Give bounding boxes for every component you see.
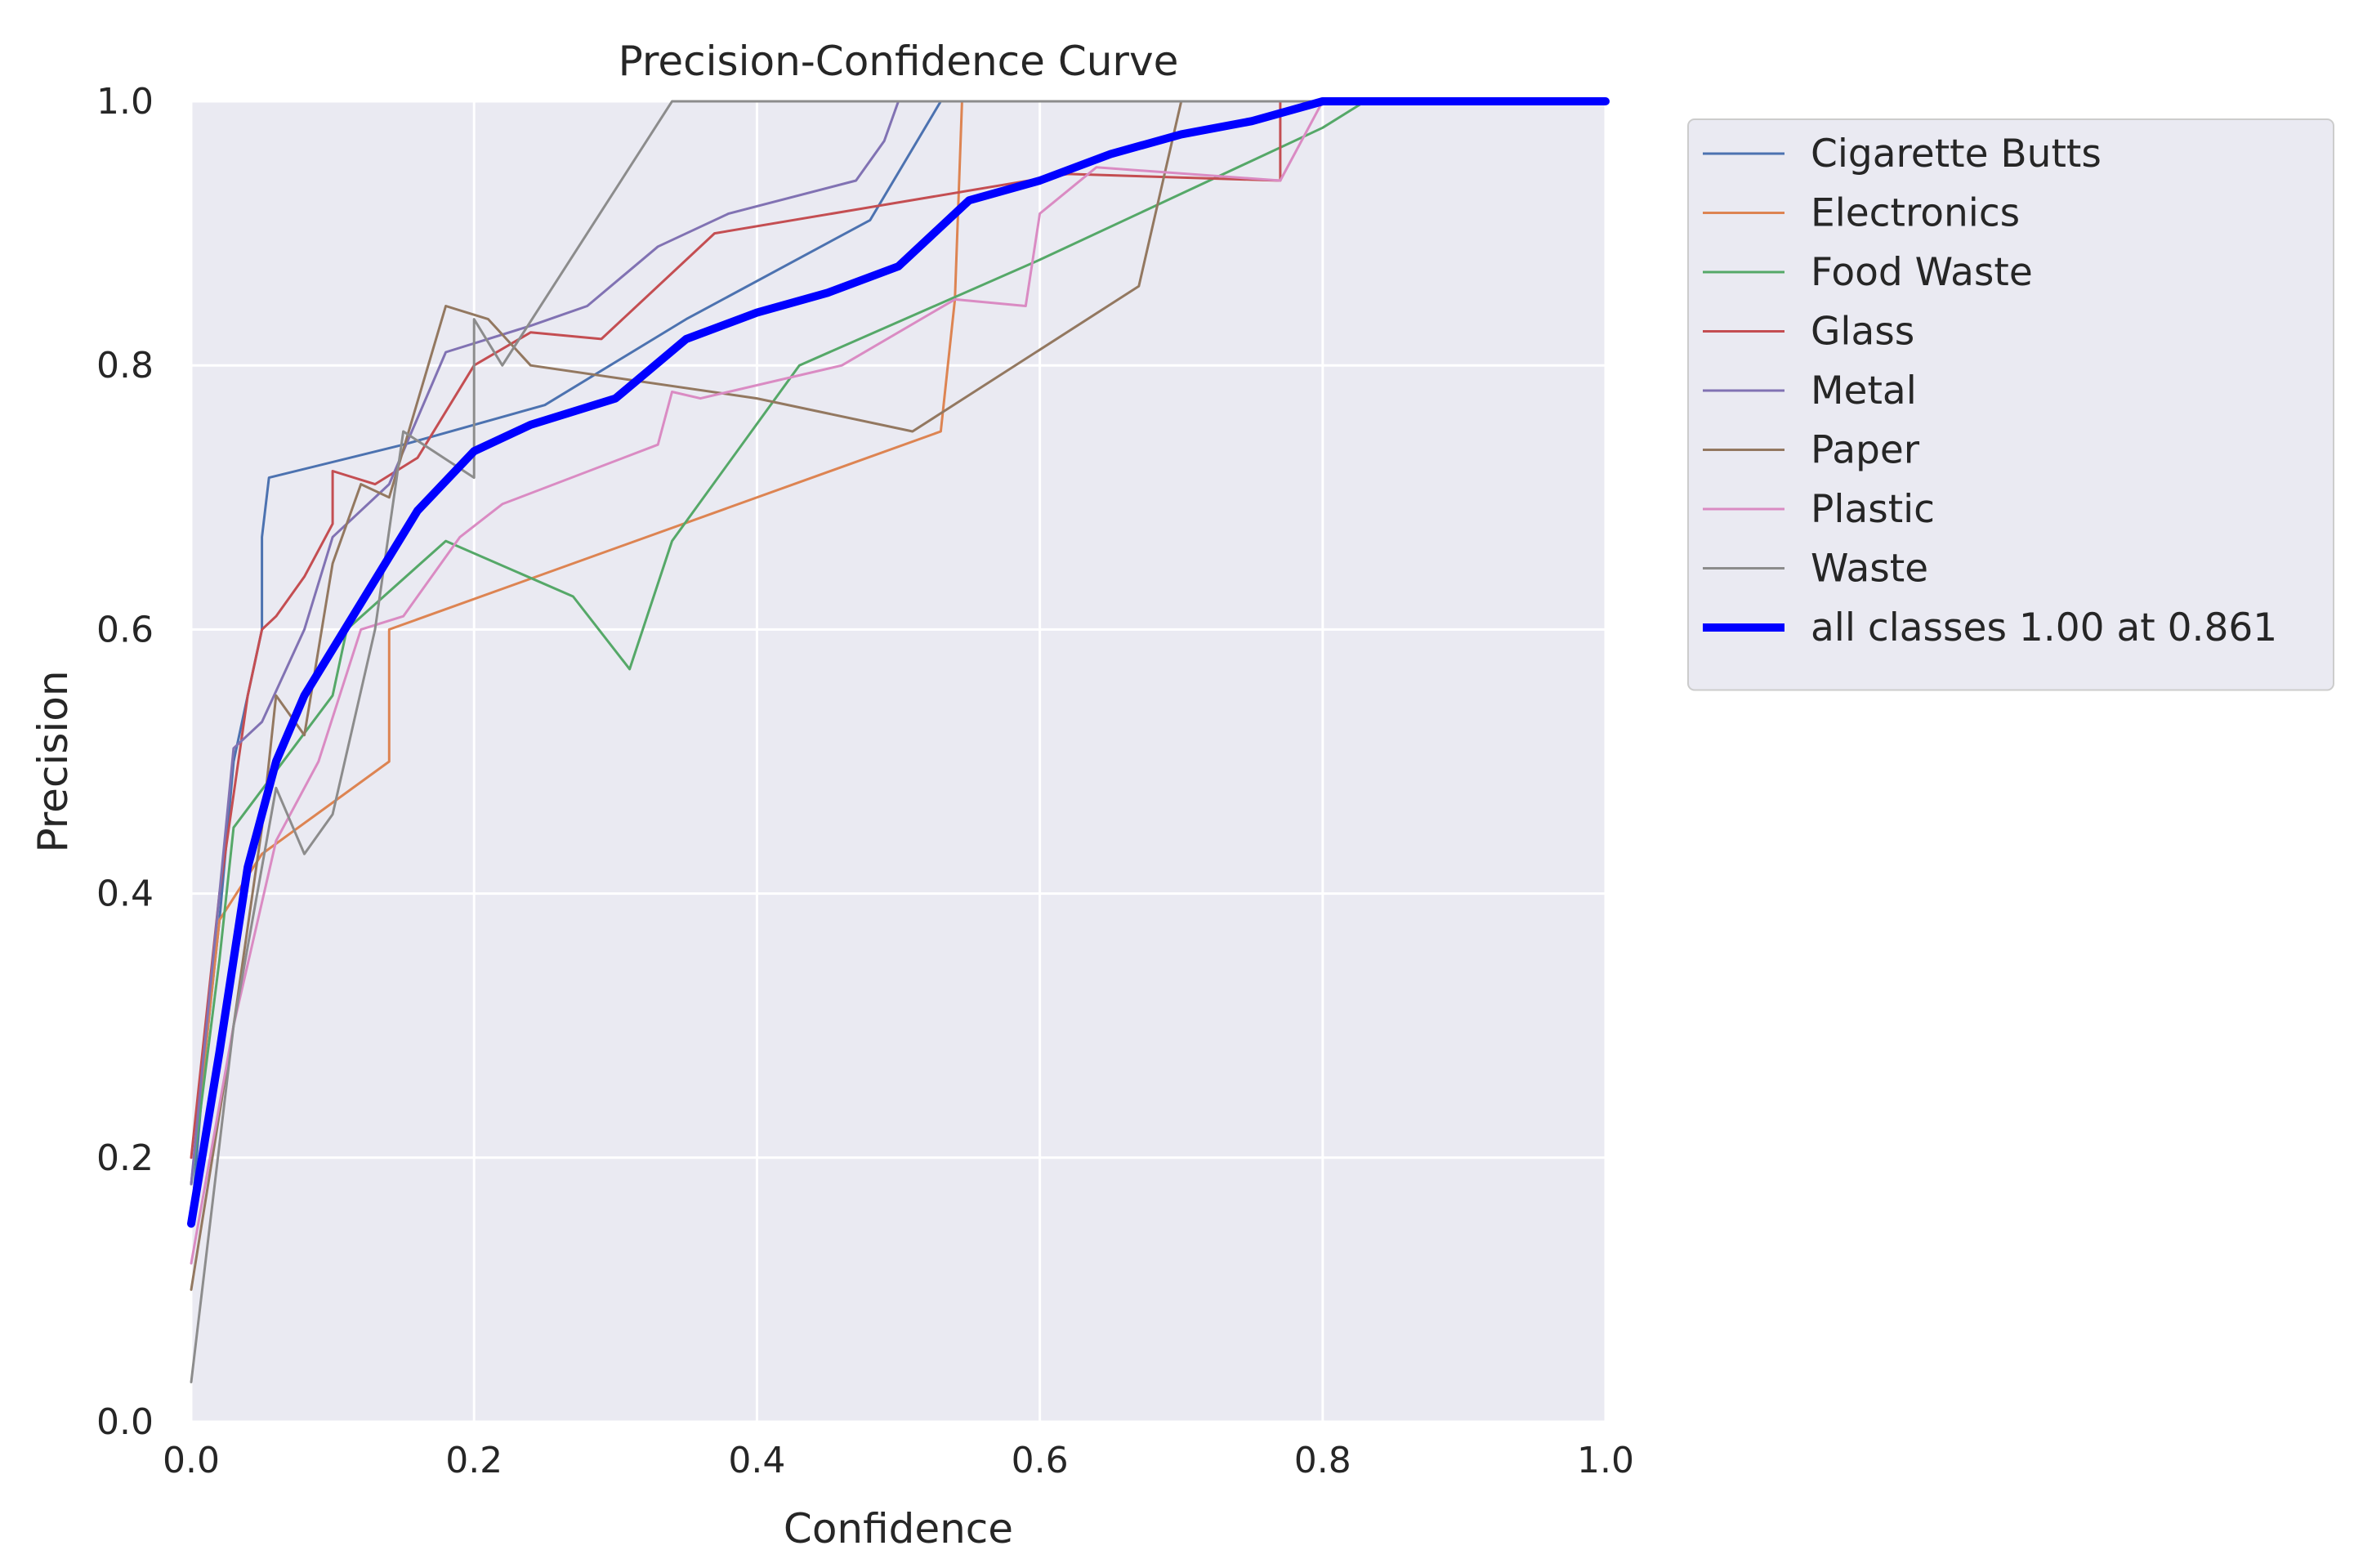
legend-label: all classes 1.00 at 0.861 xyxy=(1811,605,2277,650)
x-tick-label: 0.8 xyxy=(1294,1440,1351,1481)
series-line-electronics xyxy=(190,100,1607,1186)
series-line-waste xyxy=(190,100,1607,1383)
y-tick-label: 1.0 xyxy=(96,81,154,123)
y-tick-label: 0.0 xyxy=(96,1401,154,1443)
legend-label: Glass xyxy=(1811,310,1914,355)
legend: Cigarette Butts Electronics Food Waste Glas… xyxy=(1687,118,2334,691)
series-lines xyxy=(187,97,1610,1383)
legend-box xyxy=(1687,118,2334,691)
series-line-metal xyxy=(190,100,1607,1186)
tick-labels: 0.0 0.2 0.4 0.6 0.8 1.0 0.0 0.2 0.4 0.6 0.8 1.0 xyxy=(96,81,1634,1481)
legend-label: Electronics xyxy=(1811,191,2020,236)
x-tick-label: 0.6 xyxy=(1012,1440,1069,1481)
legend-label: Waste xyxy=(1811,547,1928,592)
series-line-plastic xyxy=(190,100,1607,1265)
series-line-paper xyxy=(190,100,1607,1291)
y-tick-label: 0.2 xyxy=(96,1137,154,1179)
y-tick-label: 0.6 xyxy=(96,609,154,650)
x-axis-label: Confidence xyxy=(784,1505,1013,1552)
y-tick-label: 0.8 xyxy=(96,345,154,386)
plot-area xyxy=(191,101,1606,1422)
legend-label: Metal xyxy=(1811,369,1917,413)
legend-label: Cigarette Butts xyxy=(1811,132,2102,176)
legend-label: Plastic xyxy=(1811,487,1935,532)
x-tick-label: 0.0 xyxy=(163,1440,220,1481)
legend-label: Food Waste xyxy=(1811,250,2033,295)
y-tick-label: 0.4 xyxy=(96,873,154,915)
series-line-all-classes-1-00-at-0-861 xyxy=(187,97,1610,1228)
series-line-cigarette-butts xyxy=(190,100,1607,1226)
series-line-food-waste xyxy=(190,100,1607,1186)
x-tick-label: 1.0 xyxy=(1577,1440,1634,1481)
x-tick-label: 0.2 xyxy=(445,1440,503,1481)
grid xyxy=(190,100,1607,1423)
legend-label: Paper xyxy=(1811,428,1920,473)
chart-title: Precision-Confidence Curve xyxy=(619,38,1179,85)
y-axis-label: Precision xyxy=(29,670,77,852)
x-tick-label: 0.4 xyxy=(728,1440,785,1481)
